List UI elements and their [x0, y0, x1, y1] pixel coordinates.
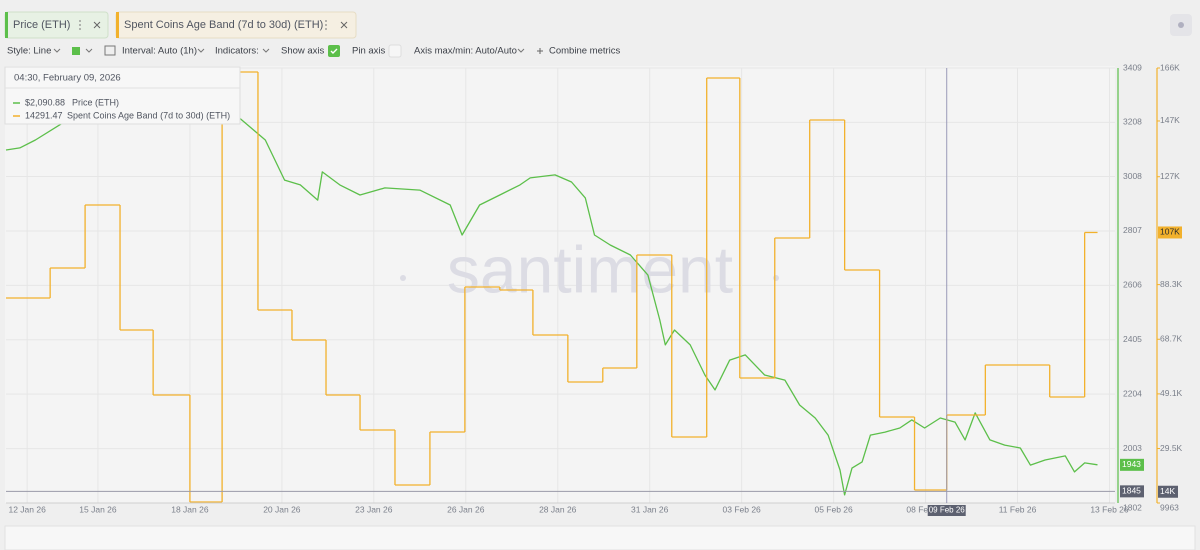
tab-menu-icon[interactable] [325, 20, 327, 30]
x-tick-label: 08 Feb 26 [906, 504, 945, 514]
y2-tick-label: 127K [1160, 171, 1180, 181]
y2-tick-label: 29.5K [1160, 443, 1183, 453]
x-tick-label: 23 Jan 26 [355, 504, 393, 514]
tab-accent [5, 12, 8, 38]
interval-select[interactable]: Interval: Auto (1h) [122, 46, 197, 57]
chevron [517, 48, 525, 53]
line [5, 94, 1098, 496]
plus-icon [537, 48, 543, 54]
chevron [262, 48, 270, 53]
watermark-dot [400, 275, 406, 281]
indicators-select[interactable]: Indicators: [215, 46, 259, 57]
chevron [53, 48, 61, 53]
axis-minmax-select[interactable]: Axis max/min: Auto/Auto [414, 46, 517, 57]
x-tick-label: 26 Jan 26 [447, 504, 485, 514]
last-value-label: 107K [1160, 227, 1180, 237]
x-tick-label: 18 Jan 26 [171, 504, 209, 514]
tooltip-box [4, 66, 241, 125]
x-tick-label: 11 Feb 26 [999, 504, 1037, 514]
tooltip-name: Spent Coins Age Band (7d to 30d) (ETH) [67, 110, 230, 120]
y-tick-label: 2405 [1123, 334, 1142, 344]
x-tick-label: 03 Feb 26 [723, 504, 762, 514]
tooltip: 04:30, February 09, 2026 $2,090.88 Price… [4, 66, 241, 125]
last-value-badge [1120, 458, 1144, 471]
crosshair-x-label: 09 Feb 26 [929, 506, 966, 515]
y-tick-label: 2204 [1123, 388, 1142, 398]
tooltip-time: 04:30, February 09, 2026 [14, 73, 121, 84]
tab-menu-icon[interactable] [79, 20, 81, 30]
y-tick-label: 2606 [1123, 280, 1142, 290]
y2-tick-label: 68.7K [1160, 334, 1183, 344]
tab[interactable]: Spent Coins Age Band (7d to 30d) (ETH) [115, 11, 357, 39]
y2-tick-label: 88.3K [1160, 279, 1183, 289]
x-tick-label: 31 Jan 26 [631, 504, 669, 514]
crosshair-y2-badge [1158, 485, 1178, 498]
last-value-label: 1943 [1122, 459, 1141, 469]
tab[interactable]: Price (ETH) [4, 11, 109, 39]
tab-label: Spent Coins Age Band (7d to 30d) (ETH) [124, 19, 323, 31]
toolbar: Style: Line Interval: Auto (1h) Indicato… [7, 44, 621, 58]
watermark-dot [773, 275, 779, 281]
x-tick-label: 05 Feb 26 [814, 504, 853, 514]
style-select[interactable]: Style: Line [7, 46, 51, 57]
navigator[interactable] [4, 525, 1196, 550]
x-tick-label: 13 Feb 26 [1090, 504, 1129, 514]
marks [5, 71, 1098, 503]
color-swatch[interactable] [72, 47, 80, 55]
chevron [197, 48, 205, 53]
x-tick-label: 28 Jan 26 [539, 504, 577, 514]
crosshair-y2-label: 14K [1160, 486, 1175, 496]
chevron [85, 48, 93, 53]
show-axis-label: Show axis [281, 46, 325, 57]
crosshair-y-label: 1845 [1122, 486, 1141, 496]
crosshair-x-badge [927, 505, 966, 516]
x-tick-label: 12 Jan 26 [8, 504, 46, 514]
tab-close-icon[interactable] [93, 21, 101, 29]
y-tick-label: 1802 [1123, 502, 1142, 512]
y2-tick-label: 49.1K [1160, 388, 1183, 398]
watermark: santiment [447, 232, 733, 306]
y-tick-label: 2003 [1123, 443, 1142, 453]
x-tick-label: 15 Jan 26 [79, 504, 117, 514]
crosshair-y-badge [1120, 485, 1144, 498]
y-tick-label: 3409 [1123, 62, 1142, 72]
tab-accent [116, 12, 119, 38]
y-tick-label: 3208 [1123, 117, 1142, 127]
y2-tick-label: 166K [1160, 62, 1180, 72]
tab-label: Price (ETH) [13, 19, 70, 31]
tooltip-value: 14291.47 [25, 110, 63, 120]
tooltip-value: $2,090.88 [25, 97, 65, 107]
x-tick-label: 20 Jan 26 [263, 504, 301, 514]
tooltip-name: Price (ETH) [72, 97, 119, 107]
calendar-icon [104, 45, 116, 56]
y2-tick-label: 147K [1160, 115, 1180, 125]
tab-close-icon[interactable] [340, 21, 348, 29]
y-tick-label: 2807 [1123, 225, 1142, 235]
combine-metrics-button[interactable]: Combine metrics [549, 46, 621, 57]
last-value-badge [1158, 226, 1182, 239]
y-tick-label: 3008 [1123, 171, 1142, 181]
settings-icon [1178, 22, 1184, 28]
y2-tick-label: 9963 [1160, 502, 1179, 512]
pin-axis-label: Pin axis [352, 46, 386, 57]
pin-axis-checkbox[interactable] [388, 44, 402, 58]
show-axis-checkbox[interactable] [328, 45, 340, 57]
overlay: 12 Jan 26 15 Jan 26 18 Jan 26 20 Jan 26 23 J… [6, 62, 1183, 516]
check-icon [330, 48, 338, 54]
